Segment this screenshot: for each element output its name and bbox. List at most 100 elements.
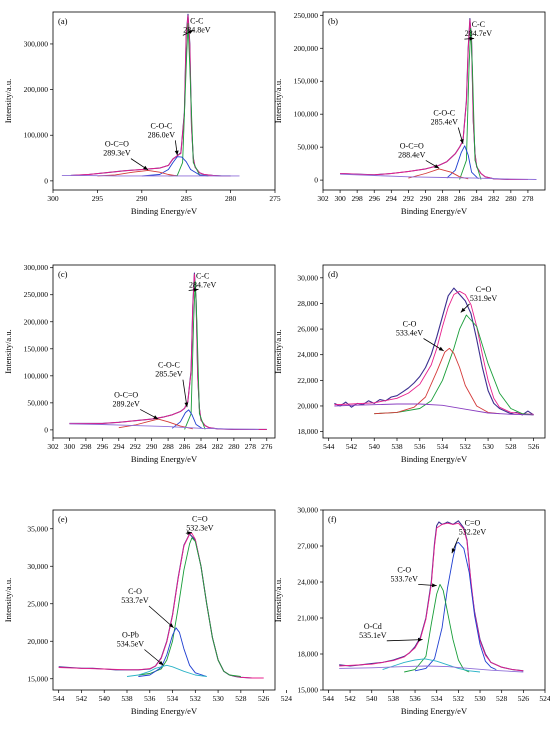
x-tick-label: 290 — [136, 194, 148, 203]
x-tick-label: 532 — [460, 442, 472, 451]
series-c5 — [334, 403, 534, 416]
y-tick-label: 24,000 — [297, 578, 318, 587]
plot-frame — [52, 509, 276, 691]
x-tick-label: 532 — [190, 694, 202, 703]
x-tick-label: 294 — [113, 442, 125, 451]
series-group — [339, 520, 524, 673]
annotation-value: 532.3eV — [186, 523, 214, 532]
x-tick-label: 540 — [366, 694, 378, 703]
y-tick-label: 50,000 — [297, 143, 318, 152]
series-c3 — [97, 169, 178, 177]
annotation-value: 289.2eV — [113, 399, 141, 408]
x-tick-label: 300 — [334, 194, 346, 203]
x-tick-label: 292 — [130, 442, 142, 451]
x-tick-label: 296 — [369, 194, 381, 203]
x-tick-label: 292 — [403, 194, 415, 203]
annotation-value: 534.5eV — [117, 640, 145, 649]
series-c1 — [184, 280, 206, 430]
series-raw — [334, 287, 534, 416]
annotation-arrow — [182, 379, 188, 408]
annotation-label: O-C=O — [114, 390, 138, 399]
series-c1 — [459, 28, 482, 180]
x-tick-label: 275 — [269, 194, 281, 203]
y-tick-label: 21,000 — [297, 614, 318, 623]
series-raw — [339, 520, 524, 672]
y-tick-label: 30,000 — [297, 273, 318, 282]
x-tick-label: 526 — [518, 694, 530, 703]
x-tick-label: 530 — [212, 694, 224, 703]
x-tick-label: 282 — [212, 442, 224, 451]
x-tick-label: 528 — [496, 694, 508, 703]
x-tick-label: 295 — [92, 194, 104, 203]
y-tick-label: 15,000 — [297, 686, 318, 695]
series-c2 — [141, 156, 209, 177]
x-tick-label: 538 — [121, 694, 133, 703]
y-tick-label: 300,000 — [24, 263, 49, 272]
x-tick-label: 544 — [53, 694, 65, 703]
x-tick-label: 290 — [146, 442, 158, 451]
y-tick-label: 200,000 — [24, 85, 49, 94]
annotation-label: C-C — [190, 16, 203, 25]
arrow-head — [158, 660, 164, 666]
panel-b: 302 300 298 296 294 292 290 288 286 284 282 280 278 0… — [273, 11, 546, 216]
x-tick-label: 524 — [281, 694, 293, 703]
y-tick-label: 0 — [44, 425, 48, 434]
y-tick-label: 300,000 — [24, 39, 49, 48]
series-c2 — [138, 627, 207, 677]
panel-d: 544 542 540 538 536 534 532 530 528 526 18,000 20,0… — [273, 264, 546, 464]
annotation-label: C-O — [397, 565, 411, 574]
annotation-value: 533.4eV — [396, 329, 424, 338]
annotation-value: 535.1eV — [359, 631, 387, 640]
arrow-head — [434, 164, 440, 169]
annotation-label: O-Pb — [122, 631, 139, 640]
annotation-label: O-Cd — [364, 622, 382, 631]
annotation-label: C=O — [465, 519, 481, 528]
series-c1 — [168, 22, 209, 177]
x-tick-label: 540 — [369, 442, 381, 451]
panel-label: (c) — [58, 269, 68, 279]
x-axis-label: Binding Energy/eV — [131, 706, 198, 716]
annotation-arrow — [386, 639, 423, 642]
x-tick-label: 286 — [179, 442, 191, 451]
y-tick-label: 250,000 — [294, 11, 319, 20]
y-axis-label: Intensity/a.u. — [3, 79, 13, 123]
y-tick-label: 25,000 — [27, 599, 48, 608]
x-tick-label: 294 — [386, 194, 398, 203]
series-group — [334, 287, 534, 416]
series-raw — [70, 13, 231, 177]
x-tick-label: 278 — [245, 442, 257, 451]
arrow-head — [184, 402, 189, 408]
y-tick-label: 50,000 — [27, 398, 48, 407]
y-axis-label: Intensity/a.u. — [273, 578, 283, 622]
y-tick-label: 30,000 — [27, 562, 48, 571]
x-tick-label: 544 — [323, 442, 335, 451]
y-tick-label: 35,000 — [27, 524, 48, 533]
series-bg — [339, 665, 524, 673]
x-tick-label: 285 — [181, 194, 193, 203]
x-tick-label: 542 — [76, 694, 88, 703]
x-tick-label: 300 — [47, 194, 59, 203]
x-tick-label: 536 — [414, 442, 426, 451]
panel-c: 302 300 298 296 294 292 290 288 286 284 282 280 278 2… — [3, 263, 276, 464]
series-c2 — [414, 541, 497, 672]
y-tick-label: 20,000 — [297, 401, 318, 410]
x-tick-label: 278 — [522, 194, 534, 203]
arrow-head — [143, 165, 149, 170]
x-tick-label: 538 — [391, 442, 403, 451]
arrow-head — [451, 548, 456, 554]
annotation-value: 532.2eV — [459, 528, 487, 537]
series-envelope — [70, 15, 231, 177]
y-tick-label: 22,000 — [297, 376, 318, 385]
arrow-head — [460, 307, 466, 313]
panel-f: 544 542 540 538 536 534 532 530 528 526 524 15,000 1… — [273, 506, 550, 717]
annotation-label: C=O — [192, 514, 208, 523]
annotation-value: 286.0eV — [148, 130, 176, 139]
y-tick-label: 20,000 — [27, 637, 48, 646]
arrow-head — [174, 150, 179, 156]
series-c1 — [374, 314, 534, 416]
arrow-head — [188, 30, 194, 35]
annotation-label: O-C=O — [105, 140, 129, 149]
y-tick-label: 0 — [44, 176, 48, 185]
plot-frame — [52, 264, 276, 439]
